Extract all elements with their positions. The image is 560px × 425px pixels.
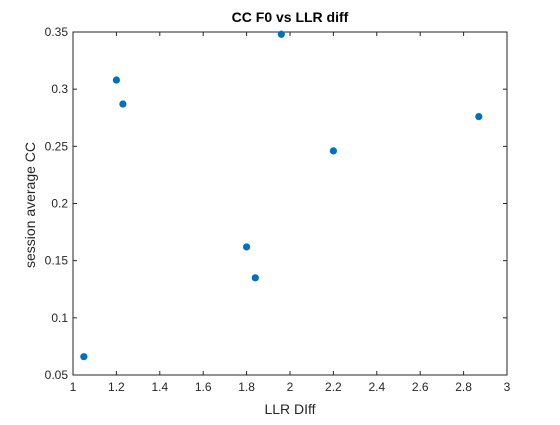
y-tick-label: 0.1	[51, 311, 68, 325]
x-tick-label: 1	[70, 380, 77, 394]
x-tick-label: 2.8	[455, 380, 472, 394]
x-tick-label: 1.8	[238, 380, 255, 394]
data-point	[243, 243, 251, 251]
axes-box	[72, 31, 508, 376]
data-point	[329, 147, 337, 155]
data-point	[475, 113, 483, 121]
data-point	[80, 353, 88, 361]
x-tick-label: 1.2	[108, 380, 125, 394]
plot-area: 1 1.2 1.4 1.6 1.8 2 2.2 2.4 2.6 2.8 3 0.05 0.1 0.15 0.…	[45, 25, 511, 394]
x-tick-label: 2.2	[325, 380, 342, 394]
x-tick-label: 2	[287, 380, 294, 394]
data-point	[251, 274, 259, 282]
x-tick-label: 2.6	[412, 380, 429, 394]
chart-title: CC F0 vs LLR diff	[232, 9, 349, 25]
y-tick-label: 0.2	[51, 197, 68, 211]
x-tick-label: 2.4	[368, 380, 385, 394]
data-point	[119, 100, 127, 108]
y-tick-label: 0.25	[45, 139, 69, 153]
y-tick-label: 0.05	[45, 368, 69, 382]
x-tick-label: 1.6	[195, 380, 212, 394]
x-tick-label: 1.4	[151, 380, 168, 394]
y-tick-label: 0.15	[45, 254, 69, 268]
x-axis-label: LLR DIff	[264, 401, 315, 417]
y-axis-label: session average CC	[22, 142, 38, 268]
data-point	[277, 30, 285, 38]
y-tick-label: 0.3	[51, 82, 68, 96]
y-tick-label: 0.35	[45, 25, 69, 39]
data-point	[112, 76, 120, 84]
x-tick-label: 3	[504, 380, 511, 394]
